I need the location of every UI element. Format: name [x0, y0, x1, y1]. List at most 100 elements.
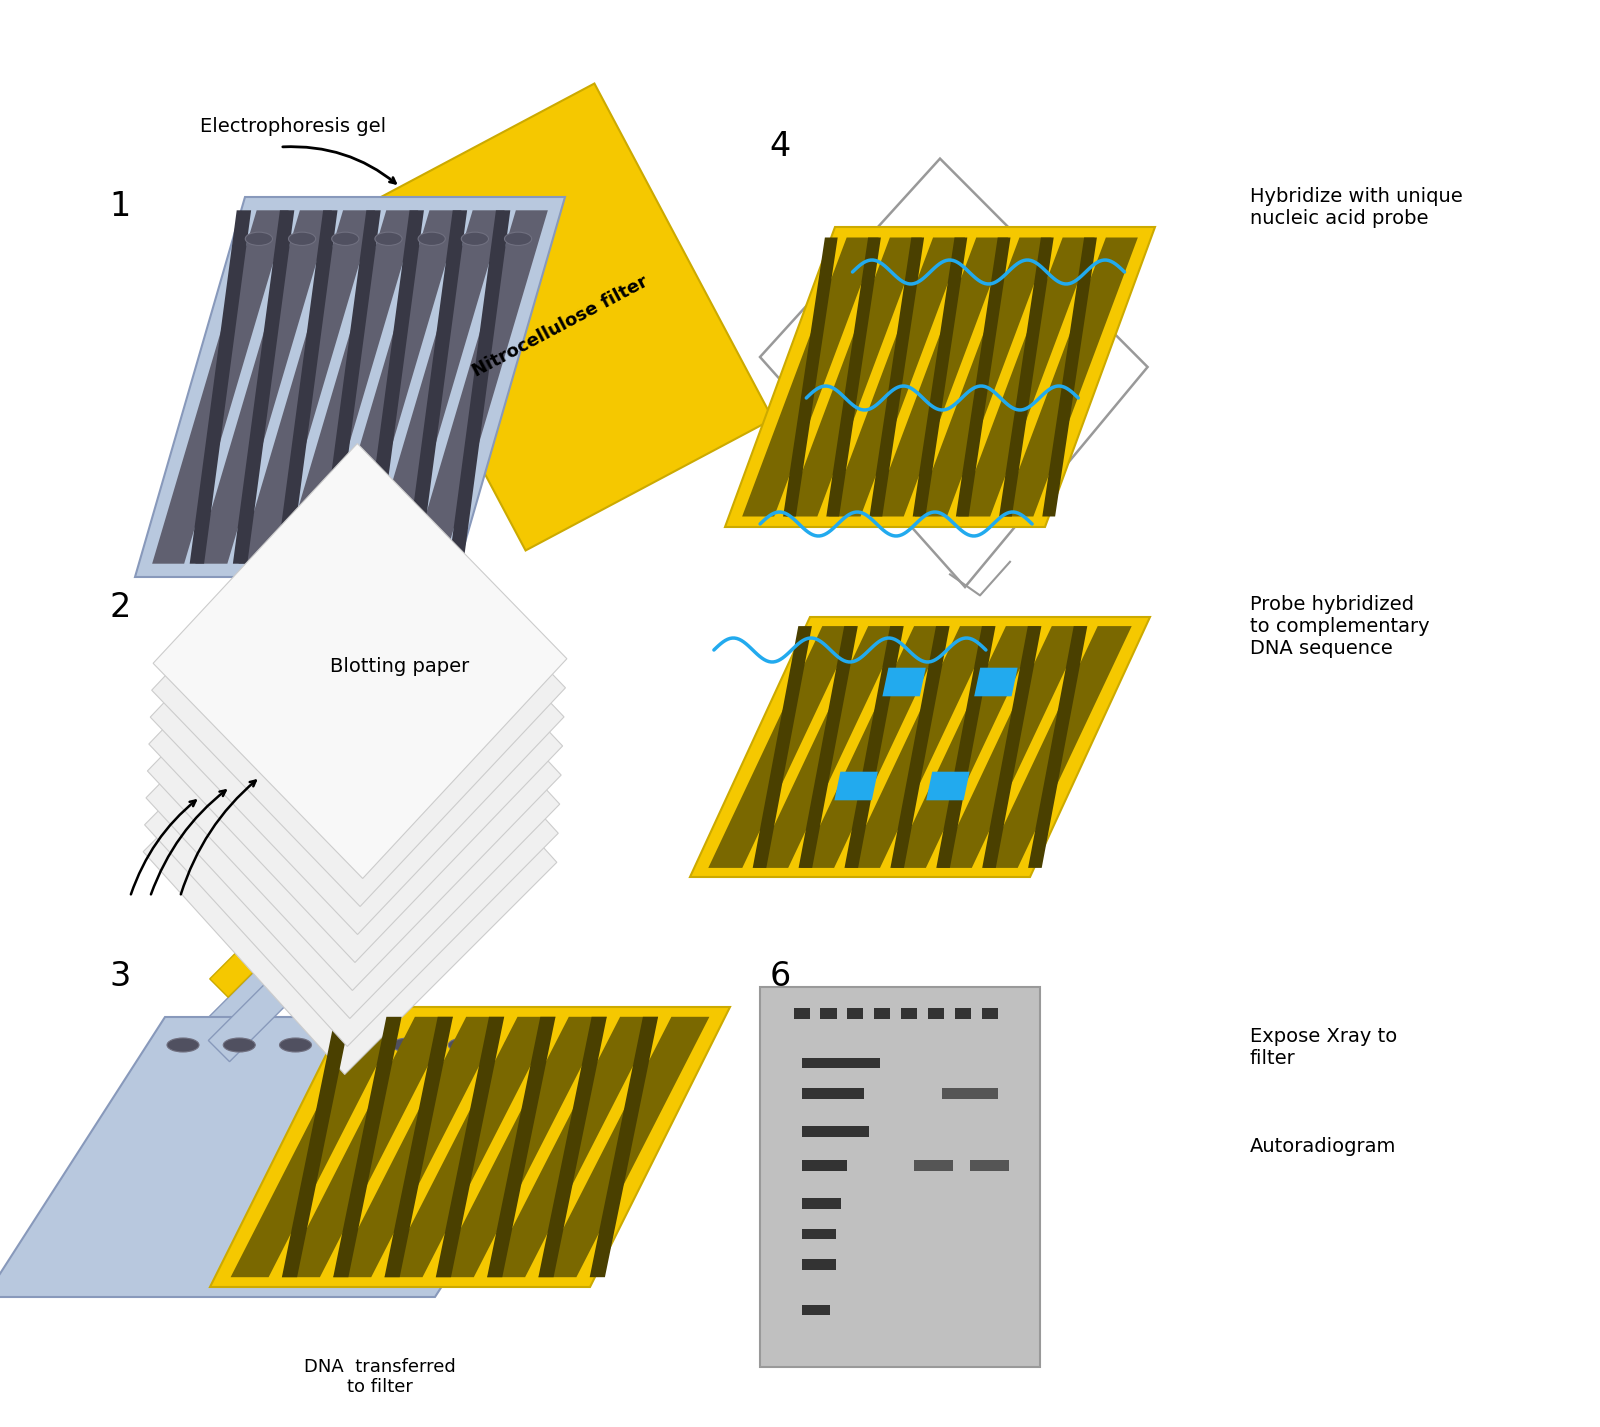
Polygon shape — [320, 210, 381, 564]
Polygon shape — [210, 1007, 730, 1287]
Ellipse shape — [504, 1037, 536, 1052]
Ellipse shape — [418, 233, 445, 245]
Text: Expose Xray to
filter: Expose Xray to filter — [1250, 1026, 1397, 1067]
Polygon shape — [1042, 237, 1098, 517]
Polygon shape — [958, 237, 1094, 517]
Ellipse shape — [336, 1037, 368, 1052]
Text: 2: 2 — [109, 591, 131, 624]
Polygon shape — [146, 584, 560, 1019]
Ellipse shape — [392, 1037, 424, 1052]
Polygon shape — [152, 471, 565, 906]
Bar — [982, 1009, 998, 1019]
Polygon shape — [277, 210, 338, 564]
Bar — [802, 1160, 846, 1172]
Bar — [802, 1057, 880, 1069]
Polygon shape — [203, 811, 437, 1043]
Polygon shape — [384, 1017, 453, 1277]
Polygon shape — [984, 626, 1131, 868]
Polygon shape — [406, 210, 467, 564]
Text: Electrophoresis gel: Electrophoresis gel — [200, 117, 386, 137]
Polygon shape — [149, 528, 563, 962]
Bar — [848, 1009, 864, 1019]
Bar — [794, 1009, 810, 1019]
Polygon shape — [1002, 237, 1138, 517]
Polygon shape — [974, 668, 1018, 696]
Polygon shape — [869, 237, 925, 517]
Polygon shape — [982, 626, 1042, 868]
Bar — [874, 1009, 890, 1019]
Polygon shape — [325, 210, 461, 564]
Polygon shape — [538, 1017, 606, 1277]
Text: 6: 6 — [770, 960, 790, 993]
Bar — [942, 1087, 998, 1099]
Polygon shape — [754, 626, 902, 868]
Ellipse shape — [224, 1037, 256, 1052]
Polygon shape — [742, 237, 878, 517]
Text: 3: 3 — [109, 960, 131, 993]
Ellipse shape — [461, 233, 488, 245]
Bar — [928, 1009, 944, 1019]
Polygon shape — [872, 237, 1008, 517]
Bar — [802, 1304, 830, 1316]
Polygon shape — [282, 1017, 453, 1277]
Polygon shape — [539, 1017, 709, 1277]
Polygon shape — [936, 626, 995, 868]
Bar — [901, 1009, 917, 1019]
Bar — [802, 1087, 864, 1099]
Polygon shape — [238, 210, 374, 564]
Bar — [802, 1199, 842, 1209]
Bar — [821, 1009, 837, 1019]
Polygon shape — [798, 626, 858, 868]
Bar — [802, 1229, 835, 1239]
Polygon shape — [709, 626, 856, 868]
Bar — [760, 987, 1040, 1367]
Polygon shape — [450, 210, 510, 564]
Polygon shape — [150, 499, 565, 935]
Polygon shape — [0, 1017, 614, 1297]
Polygon shape — [282, 1017, 350, 1277]
Polygon shape — [890, 626, 949, 868]
Text: Nitrocellulose filter: Nitrocellulose filter — [469, 273, 651, 381]
Polygon shape — [195, 210, 331, 564]
Polygon shape — [144, 612, 558, 1046]
Text: DNA  transferred
to filter: DNA transferred to filter — [304, 1357, 456, 1397]
Polygon shape — [883, 668, 926, 696]
Text: Probe hybridized
to complementary
DNA sequence: Probe hybridized to complementary DNA se… — [1250, 595, 1430, 658]
Polygon shape — [230, 1017, 402, 1277]
Polygon shape — [486, 1017, 555, 1277]
Ellipse shape — [245, 233, 272, 245]
Text: Autoradiogram: Autoradiogram — [1250, 1137, 1397, 1156]
Polygon shape — [363, 210, 424, 564]
Text: 4: 4 — [770, 130, 790, 164]
Polygon shape — [725, 227, 1155, 527]
Polygon shape — [690, 616, 1150, 878]
Polygon shape — [368, 210, 504, 564]
Polygon shape — [1029, 626, 1088, 868]
Polygon shape — [435, 1017, 504, 1277]
Polygon shape — [786, 237, 922, 517]
Polygon shape — [912, 237, 968, 517]
Bar — [955, 1009, 971, 1019]
Ellipse shape — [374, 233, 402, 245]
Polygon shape — [411, 210, 547, 564]
Ellipse shape — [504, 233, 531, 245]
Polygon shape — [190, 210, 251, 564]
Polygon shape — [333, 1017, 402, 1277]
Polygon shape — [333, 1017, 504, 1277]
Polygon shape — [938, 626, 1086, 868]
Ellipse shape — [280, 1037, 312, 1052]
Polygon shape — [826, 237, 882, 517]
Text: Blotting paper: Blotting paper — [330, 658, 470, 676]
Polygon shape — [234, 210, 294, 564]
Text: 5: 5 — [770, 491, 790, 524]
Bar — [970, 1160, 1010, 1172]
Polygon shape — [435, 1017, 606, 1277]
Polygon shape — [147, 555, 562, 990]
Ellipse shape — [448, 1037, 480, 1052]
Bar — [914, 1160, 954, 1172]
Polygon shape — [829, 237, 965, 517]
Ellipse shape — [166, 1037, 198, 1052]
Polygon shape — [926, 772, 970, 801]
Polygon shape — [846, 626, 994, 868]
Text: Hybridize with unique
nucleic acid probe: Hybridize with unique nucleic acid probe — [1250, 187, 1462, 227]
